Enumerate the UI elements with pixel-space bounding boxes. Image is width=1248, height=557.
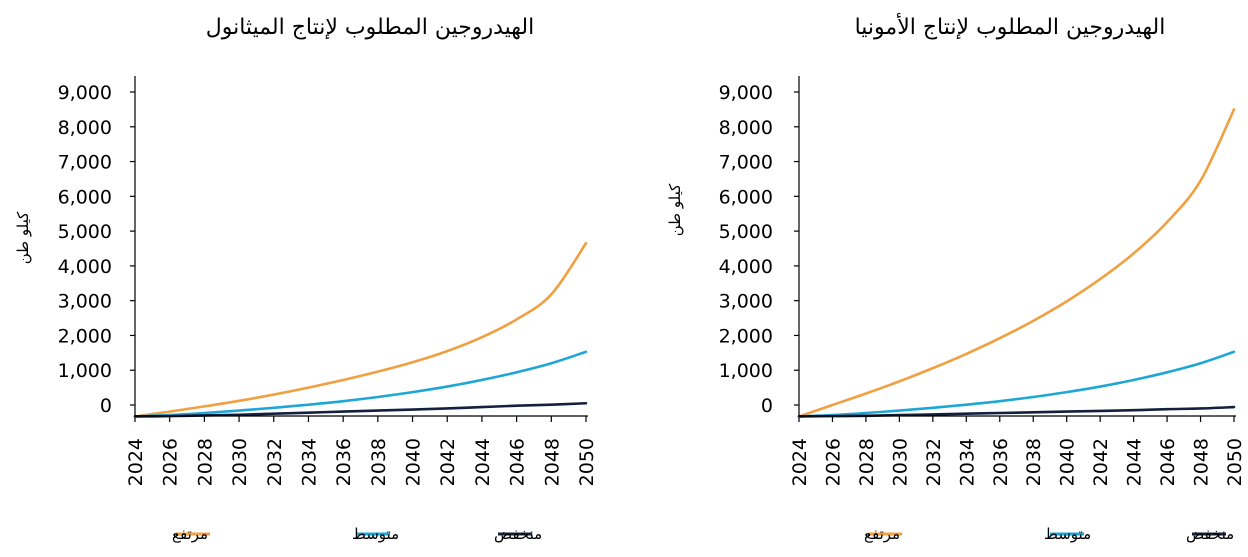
y-tick-label: 0 bbox=[761, 395, 773, 417]
x-tick-label: 2032 bbox=[264, 438, 286, 486]
legend-high-label: مرتفع bbox=[172, 525, 208, 543]
y-tick-label: 4,000 bbox=[719, 256, 773, 278]
y-tick-label: 9,000 bbox=[719, 82, 773, 104]
methanol-x-ticks: 2024 2026 2028 2030 2032 2034 2036 2038 2040 2042… bbox=[125, 416, 598, 486]
methanol-series-lines bbox=[133, 241, 588, 418]
series-line-medium bbox=[133, 350, 588, 418]
x-tick-label: 2026 bbox=[160, 438, 182, 486]
x-tick-label: 2044 bbox=[1124, 438, 1146, 486]
methanol-y-ticks: 0 1,000 2,000 3,000 4,000 5,000 6,000 7,000 8,00… bbox=[58, 82, 135, 417]
x-tick-label: 2040 bbox=[403, 438, 425, 486]
y-tick-label: 4,000 bbox=[58, 256, 112, 278]
y-tick-label: 5,000 bbox=[719, 221, 773, 243]
x-tick-label: 2048 bbox=[1191, 438, 1213, 486]
series-line-low bbox=[797, 405, 1236, 418]
legend-low-label: منخفض bbox=[494, 525, 542, 543]
series-line-medium bbox=[797, 350, 1236, 418]
x-tick-label: 2050 bbox=[576, 438, 598, 486]
ammonia-y-ticks: 0 1,000 2,000 3,000 4,000 5,000 6,000 7,000 8,00… bbox=[719, 82, 799, 417]
ammonia-legend: منخفض متوسط مرتفع bbox=[864, 525, 1234, 543]
ammonia-series-lines bbox=[797, 108, 1236, 418]
ammonia-axes bbox=[798, 76, 1236, 417]
x-tick-label: 2046 bbox=[507, 438, 529, 486]
ammonia-chart: الهيدروجين المطلوب لإنتاج الأمونيا كيلو … bbox=[666, 13, 1246, 543]
x-tick-label: 2038 bbox=[368, 438, 390, 486]
y-tick-label: 6,000 bbox=[719, 186, 773, 208]
ammonia-x-ticks: 2024 2026 2028 2030 2032 2034 2036 2038 2040 2042… bbox=[789, 416, 1246, 486]
x-tick-label: 2036 bbox=[990, 438, 1012, 486]
series-line-high bbox=[797, 108, 1236, 418]
x-tick-label: 2048 bbox=[541, 438, 563, 486]
legend-high-label: مرتفع bbox=[864, 525, 900, 543]
y-tick-label: 1,000 bbox=[719, 360, 773, 382]
x-tick-label: 2042 bbox=[1090, 438, 1112, 486]
methanol-legend: منخفض متوسط مرتفع bbox=[172, 525, 542, 543]
x-tick-label: 2028 bbox=[856, 438, 878, 486]
x-tick-label: 2038 bbox=[1023, 438, 1045, 486]
legend-medium-label: متوسط bbox=[352, 525, 399, 543]
methanol-axes bbox=[134, 76, 588, 417]
x-tick-label: 2050 bbox=[1224, 438, 1246, 486]
legend-low-label: منخفض bbox=[1186, 525, 1234, 543]
x-tick-label: 2030 bbox=[229, 438, 251, 486]
ammonia-chart-title: الهيدروجين المطلوب لإنتاج الأمونيا bbox=[855, 13, 1166, 40]
y-tick-label: 7,000 bbox=[719, 152, 773, 174]
methanol-chart: الهيدروجين المطلوب لإنتاج الميثانول كيلو… bbox=[14, 15, 598, 543]
x-tick-label: 2028 bbox=[194, 438, 216, 486]
y-tick-label: 8,000 bbox=[58, 117, 112, 139]
x-tick-label: 2024 bbox=[125, 438, 147, 486]
y-tick-label: 2,000 bbox=[719, 325, 773, 347]
x-tick-label: 2026 bbox=[822, 438, 844, 486]
methanol-y-axis-label: كيلو طن bbox=[14, 211, 32, 264]
y-tick-label: 5,000 bbox=[58, 221, 112, 243]
x-tick-label: 2036 bbox=[333, 438, 355, 486]
y-tick-label: 9,000 bbox=[58, 82, 112, 104]
y-tick-label: 1,000 bbox=[58, 360, 112, 382]
legend-medium-label: متوسط bbox=[1044, 525, 1091, 543]
x-tick-label: 2034 bbox=[298, 438, 320, 486]
x-tick-label: 2024 bbox=[789, 438, 811, 486]
y-tick-label: 3,000 bbox=[58, 291, 112, 313]
x-tick-label: 2040 bbox=[1057, 438, 1079, 486]
y-tick-label: 8,000 bbox=[719, 117, 773, 139]
ammonia-y-axis-label: كيلو طن bbox=[666, 183, 684, 236]
x-tick-label: 2030 bbox=[889, 438, 911, 486]
series-line-low bbox=[133, 401, 588, 418]
series-line-high bbox=[133, 241, 588, 418]
y-tick-label: 0 bbox=[100, 395, 112, 417]
y-tick-label: 3,000 bbox=[719, 291, 773, 313]
y-tick-label: 6,000 bbox=[58, 186, 112, 208]
methanol-chart-title: الهيدروجين المطلوب لإنتاج الميثانول bbox=[206, 15, 535, 40]
x-tick-label: 2034 bbox=[956, 438, 978, 486]
x-tick-label: 2044 bbox=[472, 438, 494, 486]
x-tick-label: 2032 bbox=[923, 438, 945, 486]
y-tick-label: 7,000 bbox=[58, 152, 112, 174]
x-tick-label: 2046 bbox=[1157, 438, 1179, 486]
x-tick-label: 2042 bbox=[437, 438, 459, 486]
y-tick-label: 2,000 bbox=[58, 325, 112, 347]
